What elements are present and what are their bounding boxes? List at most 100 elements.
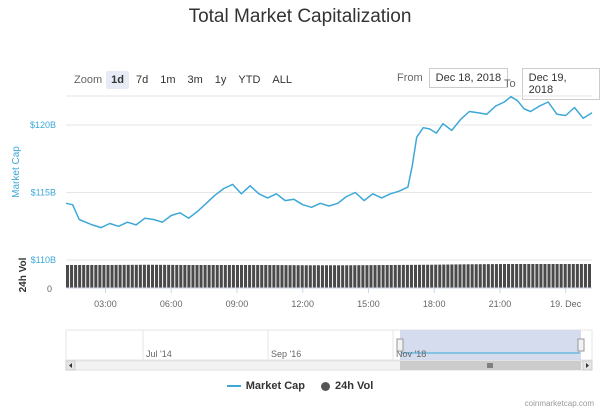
volume-bar <box>284 265 288 288</box>
zoom-1m-button[interactable]: 1m <box>160 74 176 86</box>
volume-bars <box>66 264 591 288</box>
volume-bar <box>227 265 231 288</box>
volume-bar <box>86 265 90 288</box>
volume-bar <box>159 264 163 288</box>
volume-bar <box>401 264 405 288</box>
volume-pane-label: 24h Vol <box>18 257 29 292</box>
volume-bar <box>523 264 527 288</box>
volume-bar <box>195 265 199 288</box>
volume-bar <box>418 264 422 288</box>
volume-bar <box>167 264 171 288</box>
volume-bar <box>150 264 155 288</box>
volume-bar <box>66 265 70 288</box>
volume-bar <box>98 265 102 288</box>
y-tick-label: $120B <box>30 120 56 130</box>
volume-bar <box>300 265 304 288</box>
volume-bar <box>478 264 482 288</box>
navigator-label-3: Nov '18 <box>396 349 426 359</box>
volume-bar <box>175 264 179 288</box>
navigator-selection[interactable] <box>400 330 581 360</box>
volume-bar <box>377 265 381 288</box>
volume-bar <box>466 264 470 288</box>
x-tick-label: 18:00 <box>423 299 446 309</box>
volume-bar <box>82 265 86 288</box>
zoom-7d-button[interactable]: 7d <box>135 74 149 86</box>
volume-bar <box>385 265 389 288</box>
volume-bar <box>422 264 426 288</box>
volume-bar <box>551 264 555 288</box>
volume-bar <box>219 265 223 288</box>
volume-bar <box>126 264 130 288</box>
volume-bar <box>146 264 150 288</box>
chart-legend: Market Cap 24h Vol <box>0 380 600 392</box>
volume-bar <box>559 264 563 288</box>
volume-bar <box>575 264 579 288</box>
navigator-right-handle[interactable] <box>577 338 585 352</box>
volume-bar <box>142 264 146 288</box>
to-date-input[interactable]: Dec 19, 2018 <box>521 68 600 100</box>
volume-bar <box>579 264 583 288</box>
credit-text: coinmarketcap.com <box>524 399 594 408</box>
volume-bar <box>450 264 454 288</box>
volume-bar <box>163 264 167 288</box>
volume-bar <box>462 264 466 288</box>
volume-bar <box>337 265 341 288</box>
volume-bar <box>78 265 82 288</box>
zoom-ytd-button[interactable]: YTD <box>238 74 261 86</box>
volume-bar <box>199 265 203 288</box>
volume-bar <box>333 265 337 288</box>
navigator-label-1: Jul '14 <box>146 349 172 359</box>
from-date-input[interactable]: Dec 18, 2018 <box>428 68 509 88</box>
volume-bar <box>511 264 515 288</box>
volume-bar <box>357 265 361 288</box>
volume-bar <box>288 265 292 288</box>
volume-bar <box>280 265 284 288</box>
volume-bar <box>587 264 591 288</box>
range-to: To Dec 19, 2018 <box>504 68 600 100</box>
legend-item-market-cap[interactable]: Market Cap <box>226 380 305 392</box>
volume-bar <box>555 264 559 288</box>
volume-bar <box>256 265 260 288</box>
volume-bar <box>248 265 252 288</box>
volume-bar <box>211 265 215 288</box>
x-tick-label: 12:00 <box>291 299 314 309</box>
volume-bar <box>543 264 547 288</box>
volume-bar <box>490 264 494 288</box>
volume-bar <box>438 264 442 288</box>
volume-bar <box>207 265 211 288</box>
volume-bar <box>320 265 324 288</box>
volume-bar <box>304 265 308 288</box>
volume-bar <box>442 264 446 288</box>
volume-bar <box>470 264 474 288</box>
zoom-1d-button[interactable]: 1d <box>106 71 129 89</box>
zoom-3m-button[interactable]: 3m <box>187 74 203 86</box>
range-from: From Dec 18, 2018 <box>397 68 509 88</box>
legend-item-vol[interactable]: 24h Vol <box>320 380 373 392</box>
volume-bar <box>515 264 519 288</box>
x-tick-label: 06:00 <box>160 299 183 309</box>
volume-bar <box>405 264 409 288</box>
volume-bar <box>365 265 369 288</box>
volume-bar <box>527 264 531 288</box>
volume-bar <box>122 264 126 288</box>
volume-bar <box>231 265 235 288</box>
volume-bar <box>583 264 587 288</box>
volume-bar <box>482 264 486 288</box>
volume-bar <box>397 264 401 288</box>
volume-bar <box>308 265 312 288</box>
volume-bar <box>179 264 183 288</box>
volume-bar <box>102 265 106 288</box>
volume-bar <box>535 264 539 288</box>
volume-bar <box>203 265 207 288</box>
navigator-left-handle[interactable] <box>396 338 404 352</box>
y-gridlines <box>66 95 592 261</box>
volume-bar <box>409 264 413 288</box>
legend-label-market-cap: Market Cap <box>245 380 305 392</box>
volume-bar <box>446 264 450 288</box>
zoom-all-button[interactable]: ALL <box>272 74 292 86</box>
zoom-1y-button[interactable]: 1y <box>214 74 227 86</box>
volume-bar <box>353 265 357 288</box>
volume-bar <box>90 265 94 288</box>
volume-bar <box>260 265 264 288</box>
scrollbar-grip-icon <box>487 363 493 368</box>
